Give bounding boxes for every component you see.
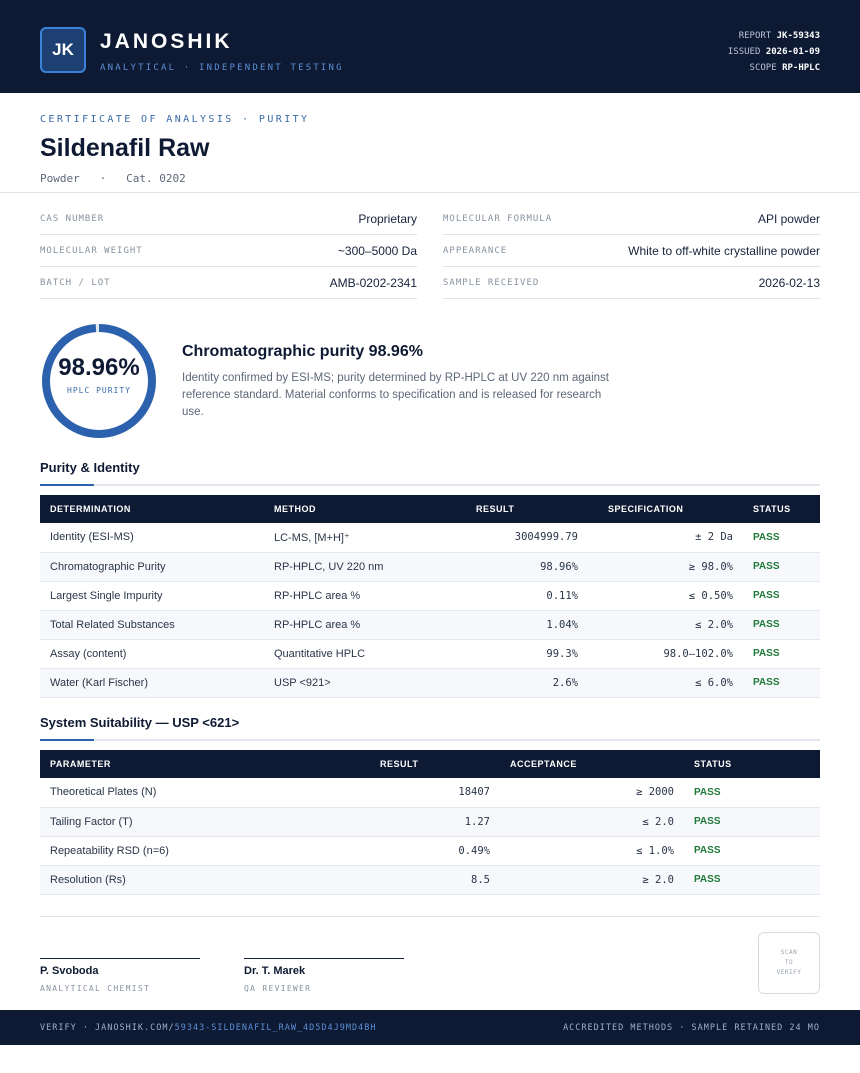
scope-value: RP-HPLC: [782, 63, 820, 73]
title-divider: [0, 192, 860, 193]
formula-value: API powder: [757, 211, 820, 226]
table-row: Resolution (Rs) 8.5 ≥ 2.0 PASS: [40, 865, 820, 895]
table-row: Chromatographic Purity RP-HPLC, UV 220 n…: [40, 552, 820, 582]
product-form: Powder: [40, 172, 80, 185]
issued-line: ISSUED 2026-01-09: [727, 47, 820, 57]
purity-ring-arc: [42, 324, 156, 438]
certificate-label: CERTIFICATE OF ANALYSIS · PURITY: [40, 114, 310, 125]
mw-value: ~300–5000 Da: [337, 243, 417, 258]
subtitle-separator: ·: [99, 172, 107, 185]
purity-section-title: Purity & Identity: [40, 460, 140, 475]
status-badge: PASS: [743, 552, 820, 582]
status-badge: PASS: [684, 865, 820, 895]
brand-tagline: ANALYTICAL · INDEPENDENT TESTING: [100, 63, 344, 73]
status-badge: PASS: [684, 807, 820, 837]
signer-name-2: Dr. T. Marek: [244, 965, 306, 977]
report-meta: REPORT JK-59343 ISSUED 2026-01-09 SCOPE …: [728, 28, 820, 76]
info-mw: MOLECULAR WEIGHT ~300–5000 Da: [40, 235, 417, 267]
cas-value: Proprietary: [358, 211, 417, 226]
info-cas: CAS NUMBER Proprietary: [40, 203, 417, 235]
col-specification: SPECIFICATION: [608, 504, 684, 514]
signer-role-1: ANALYTICAL CHEMIST: [40, 984, 151, 993]
table-row: Water (Karl Fischer) USP <921> 2.6% ≤ 6.…: [40, 668, 820, 698]
signature-line-2: [244, 958, 404, 959]
col-acceptance: ACCEPTANCE: [510, 759, 577, 769]
table-row: Identity (ESI-MS) LC-MS, [M+H]⁺ 3004999.…: [40, 523, 820, 553]
product-subtitle: Powder · Cat. 0202: [40, 172, 186, 185]
suitability-table: PARAMETER RESULT ACCEPTANCE STATUS Theor…: [40, 750, 820, 895]
received-value: 2026-02-13: [758, 275, 820, 290]
purity-description: Identity confirmed by ESI-MS; purity det…: [182, 372, 609, 418]
table-row: Theoretical Plates (N) 18407 ≥ 2000 PASS: [40, 778, 820, 808]
purity-section-rule: [40, 484, 820, 486]
signature-line-1: [40, 958, 200, 959]
col-status: STATUS: [753, 504, 791, 514]
col-parameter: PARAMETER: [50, 759, 111, 769]
status-badge: PASS: [684, 836, 820, 866]
status-badge: PASS: [743, 523, 820, 553]
purity-table-header: DETERMINATION METHOD RESULT SPECIFICATIO…: [40, 495, 820, 523]
col-suit-result: RESULT: [380, 759, 419, 769]
report-number: JK-59343: [776, 31, 820, 41]
table-row: Total Related Substances RP-HPLC area % …: [40, 610, 820, 640]
report-number-line: REPORT JK-59343: [738, 31, 820, 41]
signature-divider: [40, 916, 820, 917]
status-badge: PASS: [743, 668, 820, 698]
table-row: Largest Single Impurity RP-HPLC area % 0…: [40, 581, 820, 611]
issued-date: 2026-01-09: [765, 47, 820, 57]
table-row: Tailing Factor (T) 1.27 ≤ 2.0 PASS: [40, 807, 820, 837]
col-suit-status: STATUS: [694, 759, 732, 769]
signer-name-1: P. Svoboda: [40, 965, 99, 977]
suitability-section-rule: [40, 739, 820, 741]
suitability-table-header: PARAMETER RESULT ACCEPTANCE STATUS: [40, 750, 820, 778]
table-row: Repeatability RSD (n=6) 0.49% ≤ 1.0% PAS…: [40, 836, 820, 866]
col-result: RESULT: [476, 504, 515, 514]
header-bar: JK JANOSHIK ANALYTICAL · INDEPENDENT TES…: [0, 0, 860, 93]
info-appearance: APPEARANCE White to off-white crystallin…: [443, 235, 820, 267]
suitability-section-title: System Suitability — USP <621>: [40, 715, 240, 730]
scope-line: SCOPE RP-HPLC: [749, 63, 820, 73]
catalog-number: Cat. 0202: [126, 172, 186, 185]
verify-link[interactable]: 59343-SILDENAFIL_RAW_4D5D4J9MD4BH: [174, 1023, 377, 1033]
purity-ring: [42, 324, 156, 438]
status-badge: PASS: [743, 581, 820, 611]
footer-note: ACCREDITED METHODS · SAMPLE RETAINED 24 …: [563, 1023, 820, 1033]
purity-ring-label: HPLC PURITY: [67, 386, 131, 395]
purity-value: 98.96%: [58, 354, 140, 381]
product-title: Sildenafil Raw: [40, 134, 210, 162]
table-row: Assay (content) Quantitative HPLC 99.3% …: [40, 639, 820, 669]
footer-bar: VERIFY · JANOSHIK.COM/59343-SILDENAFIL_R…: [0, 1010, 860, 1045]
logo-badge: JK: [40, 27, 86, 73]
purity-table: DETERMINATION METHOD RESULT SPECIFICATIO…: [40, 495, 820, 698]
info-batch: BATCH / LOT AMB-0202-2341: [40, 267, 417, 299]
info-received: SAMPLE RECEIVED 2026-02-13: [443, 267, 820, 299]
info-formula: MOLECULAR FORMULA API powder: [443, 203, 820, 235]
verify-link-line: VERIFY · JANOSHIK.COM/59343-SILDENAFIL_R…: [40, 1023, 377, 1033]
batch-value: AMB-0202-2341: [329, 275, 417, 290]
signer-role-2: QA REVIEWER: [244, 984, 312, 993]
col-method: METHOD: [274, 504, 316, 514]
status-badge: PASS: [743, 610, 820, 640]
col-determination: DETERMINATION: [50, 504, 131, 514]
brand-name: JANOSHIK: [100, 30, 233, 53]
purity-heading: Chromatographic purity 98.96%: [182, 343, 423, 360]
status-badge: PASS: [684, 778, 820, 808]
appearance-value: White to off-white crystalline powder: [628, 243, 820, 258]
verify-qr-placeholder[interactable]: SCAN TO VERIFY: [758, 932, 820, 994]
status-badge: PASS: [743, 639, 820, 669]
